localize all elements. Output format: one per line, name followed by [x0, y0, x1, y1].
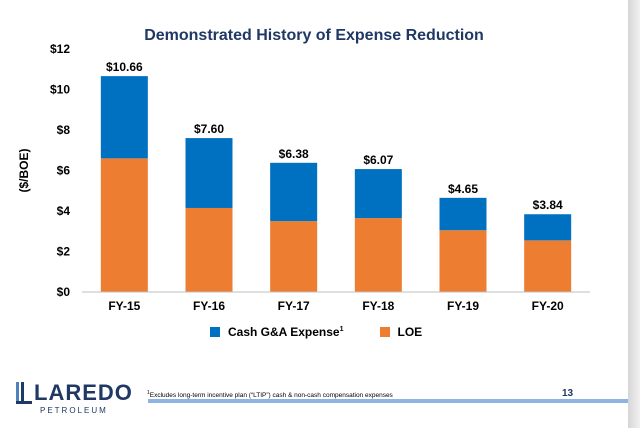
bar-cash-g-a-expense [524, 214, 572, 241]
bar-cash-g-a-expense [100, 76, 148, 159]
bar-cash-g-a-expense [439, 197, 487, 231]
bar-cash-g-a-expense [354, 169, 402, 219]
company-logo: LAREDO PETROLEUM [14, 378, 134, 418]
bar-chart: $0 $2 $4 $6 $8 $10 $12 ($/BOE) $10.66 FY-15 $7.60 F… [17, 42, 590, 313]
legend-swatch-cash-ga [210, 327, 220, 337]
bar-loe [354, 218, 402, 292]
y-tick-label: $10 [50, 83, 70, 97]
logo-subtext: PETROLEUM [40, 406, 108, 415]
legend-swatch-loe [379, 327, 390, 337]
bar-loe [439, 230, 487, 292]
bar-loe [100, 158, 148, 292]
total-data-label: $6.07 [363, 153, 393, 167]
total-data-label: $4.65 [448, 182, 478, 196]
legend-label-cash-ga: Cash G&A Expense [228, 325, 340, 339]
legend-footnote-marker: 1 [339, 326, 344, 333]
footer-rule [148, 399, 628, 403]
x-tick-label: FY-19 [447, 299, 479, 313]
y-axis-title: ($/BOE) [17, 148, 31, 192]
y-tick-label: $2 [57, 245, 71, 259]
chart-title: Demonstrated History of Expense Reductio… [144, 27, 484, 44]
x-tick-label: FY-20 [532, 299, 564, 313]
bar-cash-g-a-expense [185, 138, 233, 208]
total-data-label: $7.60 [194, 122, 224, 136]
x-tick-label: FY-18 [362, 299, 394, 313]
bar-cash-g-a-expense [270, 162, 318, 222]
window-edge [628, 0, 640, 428]
y-tick-label: $8 [57, 123, 71, 137]
chart-legend: Cash G&A Expense1 LOE [210, 325, 422, 339]
legend-label-loe: LOE [397, 325, 423, 339]
total-data-label: $6.38 [279, 147, 309, 161]
y-tick-label: $12 [50, 42, 70, 56]
y-tick-label: $0 [57, 285, 71, 299]
total-data-label: $10.66 [106, 60, 143, 74]
x-tick-label: FY-17 [278, 299, 310, 313]
bar-loe [524, 240, 572, 292]
x-tick-label: FY-15 [108, 299, 140, 313]
x-tick-label: FY-16 [193, 299, 225, 313]
y-tick-label: $6 [57, 164, 71, 178]
logo-wordmark: LAREDO [34, 380, 133, 405]
bar-loe [185, 207, 233, 292]
legend-item-cash-ga: Cash G&A Expense1 [210, 325, 344, 339]
page-number: 13 [562, 388, 574, 399]
bar-loe [270, 221, 318, 292]
logo-mark-icon [16, 382, 32, 404]
total-data-label: $3.84 [533, 198, 563, 212]
legend-item-loe: LOE [379, 325, 423, 339]
footnote: 1Excludes long-term incentive plan (“LTI… [147, 390, 393, 400]
y-tick-label: $4 [57, 204, 71, 218]
